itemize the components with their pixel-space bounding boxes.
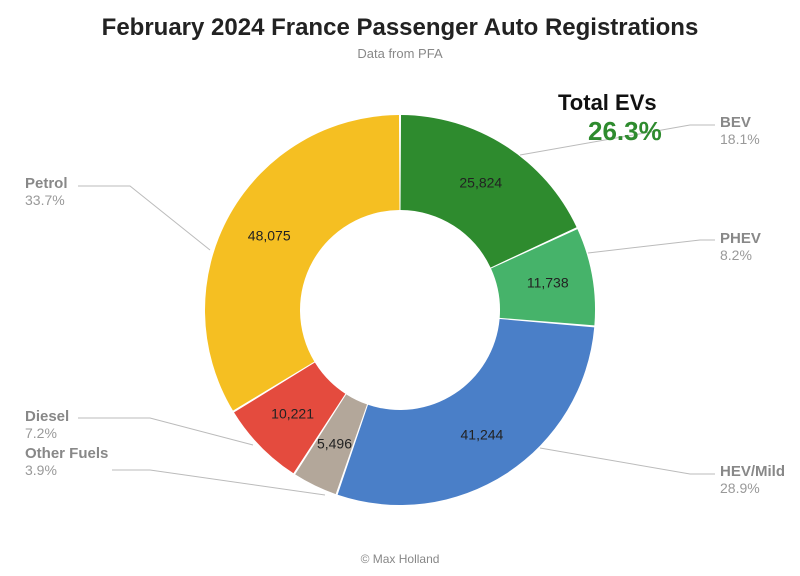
callout-total-evs-value: 26.3% xyxy=(588,116,662,147)
ext-label-pct-petrol: 33.7% xyxy=(25,192,68,208)
ext-label-name-hev: HEV/Mild xyxy=(720,463,785,480)
leader-hev xyxy=(540,448,715,474)
ext-label-name-other: Other Fuels xyxy=(25,445,108,462)
callout-total-evs-title: Total EVs xyxy=(558,90,657,116)
ext-label-name-phev: PHEV xyxy=(720,230,761,247)
slice-value-phev: 11,738 xyxy=(527,275,569,291)
leader-phev xyxy=(588,240,715,253)
chart-credit: © Max Holland xyxy=(0,552,800,566)
ext-label-pct-bev: 18.1% xyxy=(720,131,760,147)
chart-root: February 2024 France Passenger Auto Regi… xyxy=(0,0,800,576)
ext-label-name-petrol: Petrol xyxy=(25,175,68,192)
ext-label-pct-other: 3.9% xyxy=(25,462,108,478)
ext-label-pct-phev: 8.2% xyxy=(720,247,761,263)
ext-label-phev: PHEV8.2% xyxy=(720,230,761,263)
leader-petrol xyxy=(78,186,210,250)
ext-label-hev: HEV/Mild28.9% xyxy=(720,463,785,496)
slice-value-diesel: 10,221 xyxy=(271,405,314,421)
donut-chart: 25,824 11,738 41,244 5,49610,221 48,075 xyxy=(0,0,800,576)
slice-value-hev: 41,244 xyxy=(461,426,504,442)
ext-label-petrol: Petrol33.7% xyxy=(25,175,68,208)
slice-value-bev: 25,824 xyxy=(459,174,502,190)
slice-hev xyxy=(338,319,595,505)
ext-label-bev: BEV18.1% xyxy=(720,114,760,147)
ext-label-pct-hev: 28.9% xyxy=(720,480,785,496)
ext-label-name-bev: BEV xyxy=(720,114,760,131)
slice-value-petrol: 48,075 xyxy=(248,227,291,243)
ext-label-pct-diesel: 7.2% xyxy=(25,425,69,441)
slice-petrol xyxy=(205,115,399,411)
ext-label-diesel: Diesel7.2% xyxy=(25,408,69,441)
ext-label-other: Other Fuels3.9% xyxy=(25,445,108,478)
ext-label-name-diesel: Diesel xyxy=(25,408,69,425)
leader-diesel xyxy=(78,418,253,445)
slice-value-other: 5,496 xyxy=(317,436,352,452)
leader-other xyxy=(112,470,325,495)
